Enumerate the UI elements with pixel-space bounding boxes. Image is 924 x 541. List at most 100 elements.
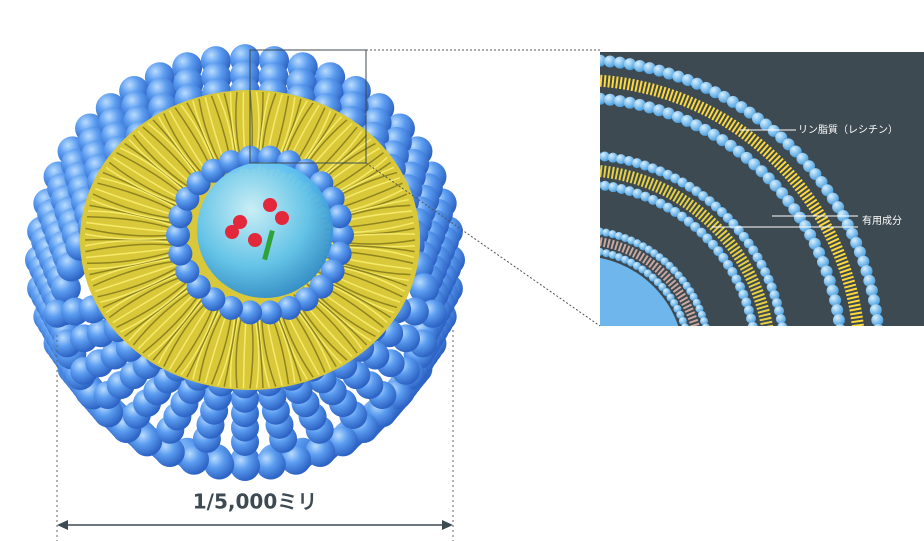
lipid-head [681, 323, 689, 326]
lipid-head [683, 330, 691, 338]
lipid-head [574, 54, 586, 66]
lipid-head [327, 204, 352, 229]
lipid-head [760, 267, 771, 278]
lipid-head [600, 151, 610, 162]
lipid-head [655, 198, 666, 209]
lipid-head [681, 74, 694, 87]
lipid-tail [147, 292, 205, 358]
lipid-head [835, 334, 847, 346]
ingredient [262, 229, 275, 261]
lipid-head [589, 247, 597, 255]
lipid-head [751, 347, 761, 357]
lipid-tail [87, 216, 177, 231]
lipid-head [829, 294, 842, 307]
lipid-head [166, 223, 190, 247]
lipid-head [238, 300, 263, 325]
lipid-head [779, 330, 789, 340]
lipid-head [632, 188, 643, 199]
lipid-head [697, 310, 706, 319]
lipid-head [640, 191, 651, 202]
lipid-tail [84, 239, 176, 247]
lipid-head [873, 334, 885, 346]
lipid-head [589, 227, 597, 235]
lipid-head [823, 274, 836, 287]
lipid-head [874, 354, 886, 366]
lipid-tails [600, 165, 773, 326]
lipid-head [681, 114, 694, 127]
lipid-tail [90, 257, 178, 281]
lipid-head [662, 169, 673, 180]
lipid-head [700, 317, 709, 326]
lipid-head [756, 259, 767, 270]
lipid-head [575, 179, 585, 189]
lipid-head [735, 281, 746, 292]
lipid-tail [128, 285, 196, 342]
lipid-tail [88, 210, 177, 228]
lipid-head [775, 313, 786, 324]
lipid-head [574, 92, 586, 104]
lipid-head [602, 249, 611, 258]
lipid-tail [90, 199, 178, 223]
lipid-head [600, 180, 611, 191]
lipid-head [751, 355, 761, 365]
lipid-head [643, 101, 656, 114]
lipid-tail [97, 265, 182, 298]
lipid-head [685, 343, 693, 351]
lipid-head [703, 330, 711, 338]
lipid-head [686, 356, 694, 364]
lipid-head [663, 202, 673, 213]
lipid-head [584, 54, 596, 66]
lipid-head [695, 304, 704, 313]
lipid-head [826, 284, 839, 297]
lipid-head [409, 273, 440, 304]
lipid-head [168, 241, 193, 266]
inner-core [600, 257, 679, 326]
ingredient [275, 211, 289, 225]
lipid-head [633, 98, 646, 111]
lipid-head [743, 305, 754, 316]
lipid-head [624, 155, 635, 166]
lipid-head [653, 64, 666, 77]
lipid-head [575, 150, 585, 160]
lipid-head [813, 246, 826, 259]
lipid-head [684, 336, 692, 344]
lipid-head [799, 220, 812, 233]
lipid-head [327, 426, 358, 457]
lipid-head [204, 449, 235, 480]
lipid-head [738, 289, 749, 300]
lipid-head [832, 201, 845, 214]
lipid-tail [94, 262, 180, 293]
lipid-head [602, 228, 611, 237]
lipid-tail [120, 281, 192, 333]
lipid-head [280, 444, 311, 475]
lipid-head [763, 274, 774, 285]
lipid-head [850, 236, 863, 249]
lipid-head [718, 90, 731, 103]
lipid-head [705, 343, 713, 351]
lipid-head [867, 294, 880, 307]
lipid-head [871, 314, 884, 326]
lipid-tail [105, 272, 185, 314]
lipid-head [613, 95, 626, 108]
lipid-tail [88, 252, 177, 270]
lipid-head [653, 104, 666, 117]
lipid-head [774, 305, 785, 316]
lipid-tail [85, 243, 176, 253]
scale-label: 1/5,000ミリ [193, 490, 317, 514]
lipid-head [692, 298, 701, 307]
lipid-head [705, 336, 713, 344]
lipid-head [817, 256, 830, 269]
lipid-head [621, 234, 630, 243]
lipid-head [741, 297, 752, 308]
lipid-head [154, 436, 185, 467]
lipid-head [731, 274, 742, 285]
lipid-head [873, 323, 883, 326]
zoom-box [249, 49, 367, 164]
lipid-tail [124, 283, 194, 338]
lipid-head [230, 451, 260, 482]
lipid-head [832, 314, 845, 326]
lipid-head [608, 230, 617, 239]
lipid-head [616, 183, 627, 194]
